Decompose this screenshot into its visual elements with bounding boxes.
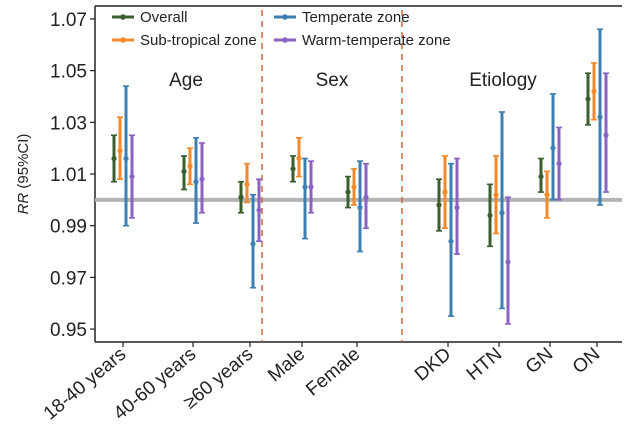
point-estimate-warm-temperate-zone [363, 194, 369, 200]
point-estimate-sub-tropical-zone [591, 88, 597, 94]
point-estimate-overall [436, 202, 442, 208]
y-tick-label: 1.07 [50, 10, 87, 31]
legend-label-warm-temperate-zone: Warm-temperate zone [302, 32, 451, 49]
legend-label-sub-tropical-zone: Sub-tropical zone [140, 32, 257, 49]
point-estimate-temperate-zone [357, 205, 363, 211]
y-axis-label-italic: RR [15, 193, 32, 215]
point-estimate-warm-temperate-zone [454, 205, 460, 211]
group-label-age: Age [169, 70, 203, 91]
point-estimate-warm-temperate-zone [308, 184, 314, 190]
point-estimate-warm-temperate-zone [199, 176, 205, 182]
point-estimate-temperate-zone [123, 155, 129, 162]
point-estimate-temperate-zone [550, 145, 556, 151]
y-axis-label-group: RR (95%CI) [15, 134, 32, 215]
point-estimate-sub-tropical-zone [493, 192, 499, 198]
y-tick-label: 0.99 [50, 217, 87, 238]
y-axis: 1.07 1.05 1.03 1.01 0.99 0.97 0.95 [50, 10, 95, 341]
legend-marker-temperate-zone [282, 14, 288, 20]
point-estimate-temperate-zone [250, 241, 256, 247]
point-estimate-warm-temperate-zone [129, 173, 135, 180]
group-dividers [261, 10, 403, 342]
point-estimate-overall [181, 168, 187, 175]
y-tick-label: 1.05 [50, 62, 87, 83]
point-estimate-overall [238, 194, 244, 200]
legend-marker-sub-tropical-zone [120, 37, 126, 43]
point-estimate-overall [290, 166, 296, 172]
y-axis-label-rest: (95%CI) [15, 134, 32, 193]
point-estimate-sub-tropical-zone [544, 192, 550, 198]
point-estimate-sub-tropical-zone [244, 181, 250, 187]
legend-marker-warm-temperate-zone [282, 37, 288, 43]
group-labels: Age Sex Etiology [169, 70, 537, 91]
point-estimate-sub-tropical-zone [187, 163, 193, 169]
point-estimate-sub-tropical-zone [296, 155, 302, 162]
legend-marker-overall [120, 14, 126, 20]
point-estimate-sub-tropical-zone [117, 148, 123, 154]
point-estimate-warm-temperate-zone [603, 132, 609, 138]
x-tick-label: GN [522, 344, 557, 378]
y-tick-label: 0.95 [50, 320, 87, 341]
point-estimate-sub-tropical-zone [351, 184, 357, 190]
y-axis-label: RR (95%CI) [15, 134, 32, 215]
point-estimate-temperate-zone [499, 210, 505, 216]
point-estimate-temperate-zone [448, 238, 454, 244]
x-tick-label: DKD [411, 344, 455, 386]
legend-label-temperate-zone: Temperate zone [302, 9, 410, 26]
x-tick-label: HTN [463, 344, 506, 385]
point-estimate-warm-temperate-zone [256, 207, 262, 213]
legend: Overall Sub-tropical zone Temperate zone Wa… [112, 9, 451, 49]
point-estimate-overall [111, 155, 117, 162]
y-tick-label: 1.03 [50, 113, 87, 134]
legend-label-overall: Overall [140, 9, 188, 26]
point-estimate-temperate-zone [193, 179, 199, 185]
point-estimate-overall [345, 189, 351, 195]
point-estimate-warm-temperate-zone [556, 161, 562, 167]
y-tick-label: 0.97 [50, 268, 87, 289]
point-estimate-overall [538, 173, 544, 180]
group-label-sex: Sex [316, 70, 349, 91]
x-tick-label: Female [302, 344, 364, 401]
point-estimate-temperate-zone [302, 184, 308, 190]
point-estimate-overall [585, 96, 591, 102]
point-estimate-sub-tropical-zone [442, 189, 448, 195]
point-estimate-temperate-zone [597, 114, 603, 120]
point-estimate-warm-temperate-zone [505, 259, 511, 265]
x-tick-label: ON [569, 344, 604, 378]
x-tick-label: Male [264, 344, 309, 387]
point-estimate-overall [487, 212, 493, 218]
group-label-etiology: Etiology [469, 70, 537, 91]
series-marks [111, 28, 609, 325]
y-tick-label: 1.01 [50, 165, 87, 186]
